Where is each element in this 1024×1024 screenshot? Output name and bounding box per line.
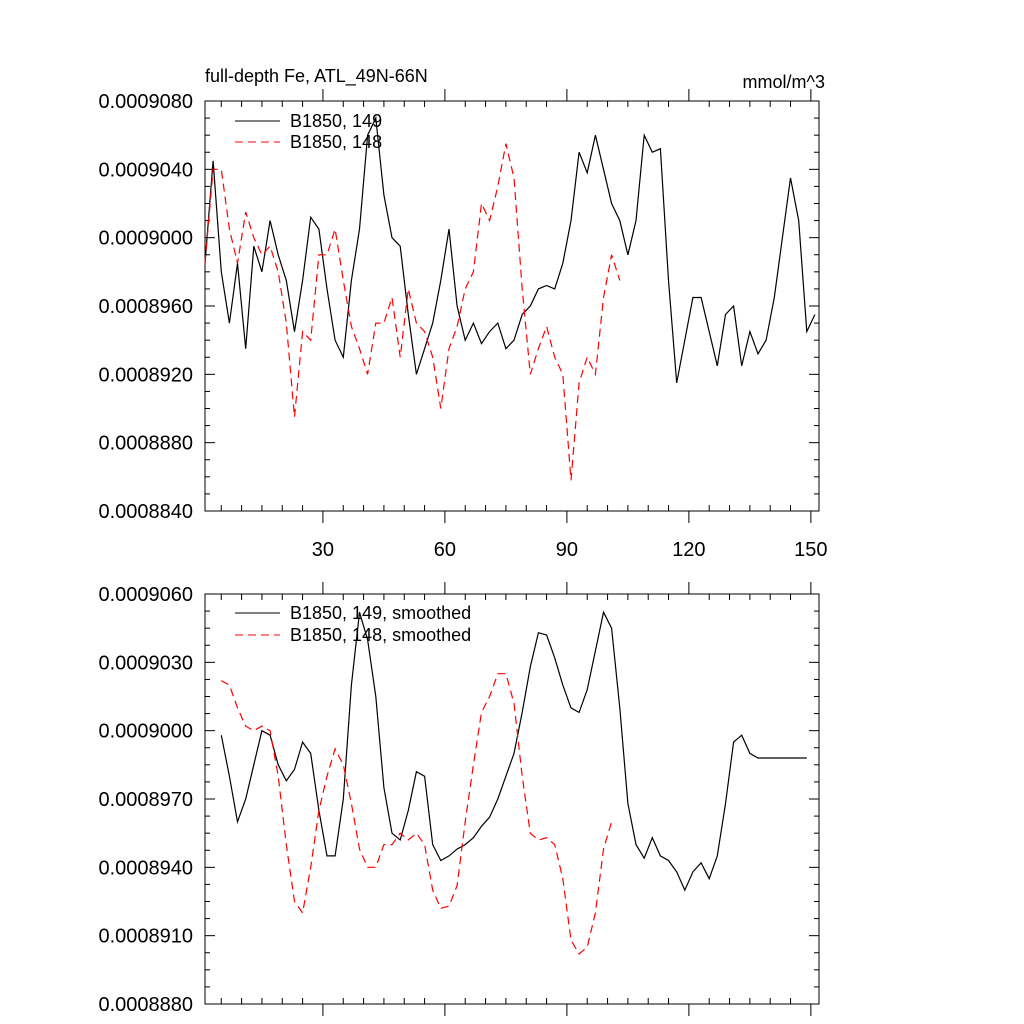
y-tick-label: 0.0009080 (98, 91, 193, 113)
legend-label-149-smoothed: B1850, 149, smoothed (290, 603, 471, 623)
x-tick-label: 90 (556, 539, 578, 561)
x-tick-label: 150 (794, 539, 827, 561)
bottom-panel: 0.0008880 0.0008910 0.0008940 0.0008970 0.00… (98, 582, 820, 1016)
legend: B1850, 149, smoothed B1850, 148, smoothe… (235, 603, 471, 645)
y-tick-label: 0.0009040 (98, 159, 193, 181)
y-tick-label: 0.0009030 (98, 652, 193, 674)
x-tick-label: 60 (434, 539, 456, 561)
legend-label-148-smoothed: B1850, 148, smoothed (290, 625, 471, 645)
y-tick-label: 0.0008920 (98, 364, 193, 386)
y-tick-label: 0.0009000 (98, 721, 193, 743)
series-line-1-2 (204, 143, 621, 481)
y-tick-label: 0.0008910 (98, 926, 193, 948)
axis-ticks: 0.0008840 0.0008880 0.0008920 0.0008960 0.00… (98, 89, 828, 561)
chart-title: full-depth Fe, ATL_49N-66N (205, 66, 428, 87)
top-panel: full-depth Fe, ATL_49N-66N mmol/m^3 0.00… (98, 66, 827, 561)
legend-label-148: B1850, 148 (290, 132, 382, 152)
series-lines (204, 115, 816, 481)
legend: B1850, 149 B1850, 148 (235, 111, 382, 152)
series-lines (220, 610, 807, 955)
y-tick-label: 0.0009000 (98, 228, 193, 250)
y-tick-label: 0.0008940 (98, 857, 193, 879)
legend-label-149: B1850, 149 (290, 111, 382, 131)
y-tick-label: 0.0008840 (98, 501, 193, 523)
y-tick-label: 0.0008970 (98, 789, 193, 811)
x-tick-label: 120 (672, 539, 705, 561)
y-tick-label: 0.0009060 (98, 584, 193, 606)
series-line-1-1 (204, 115, 816, 384)
plot-frame (204, 593, 820, 1005)
y-tick-label: 0.0008880 (98, 994, 193, 1016)
series-line-2-2 (221, 673, 613, 955)
y-tick-label: 0.0008880 (98, 433, 193, 455)
y-tick-label: 0.0008960 (98, 296, 193, 318)
units-label: mmol/m^3 (743, 72, 825, 92)
axis-ticks: 0.0008880 0.0008910 0.0008940 0.0008970 0.00… (98, 582, 819, 1016)
series-line-2-1 (220, 610, 807, 892)
plot-frame (204, 100, 820, 512)
x-tick-label: 30 (312, 539, 334, 561)
